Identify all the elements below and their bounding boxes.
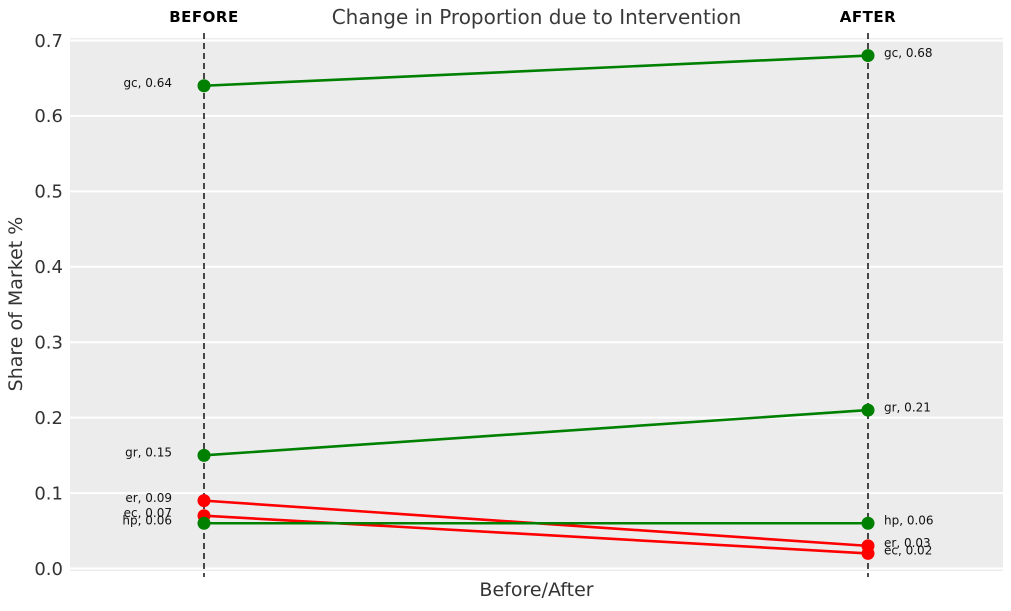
annotation-after-ec: ec, 0.02: [884, 544, 932, 558]
series-line-gc: [203, 54, 869, 88]
y-tick-label: 0.7: [34, 31, 63, 52]
x-axis-label: Before/After: [479, 579, 594, 601]
annotation-before-hp: hp, 0.06: [122, 513, 172, 527]
annotation-before-gc: gc, 0.64: [123, 76, 172, 90]
y-tick-label: 0.0: [34, 559, 63, 580]
y-tick-label: 0.4: [34, 257, 63, 278]
column-header-before: BEFORE: [169, 8, 239, 26]
point-after-ec: [861, 546, 875, 560]
point-before-gr: [197, 448, 211, 462]
series-line-gr: [203, 408, 869, 457]
annotation-after-er: er, 0.03: [884, 536, 931, 550]
point-after-hp: [861, 516, 875, 530]
column-header-after: AFTER: [839, 8, 897, 26]
annotation-after-gr: gr, 0.21: [884, 400, 931, 414]
annotation-after-hp: hp, 0.06: [884, 513, 934, 527]
annotation-before-er: er, 0.09: [125, 491, 172, 505]
point-after-gr: [861, 403, 875, 417]
annotation-before-gr: gr, 0.15: [125, 446, 172, 460]
annotation-after-gc: gc, 0.68: [884, 46, 933, 60]
point-after-gc: [861, 49, 875, 63]
y-tick-label: 0.3: [34, 333, 63, 354]
y-tick-label: 0.5: [34, 182, 63, 203]
y-tick-label: 0.6: [34, 106, 63, 127]
point-before-er: [197, 494, 211, 508]
chart-title: Change in Proportion due to Intervention: [331, 5, 742, 29]
plot-background: [70, 38, 1003, 571]
y-tick-label: 0.2: [34, 408, 63, 429]
point-before-hp: [197, 516, 211, 530]
annotation-before-ec: ec, 0.07: [124, 506, 172, 520]
y-tick-label: 0.1: [34, 483, 63, 504]
point-before-gc: [197, 79, 211, 93]
y-axis-label: Share of Market %: [5, 216, 27, 392]
